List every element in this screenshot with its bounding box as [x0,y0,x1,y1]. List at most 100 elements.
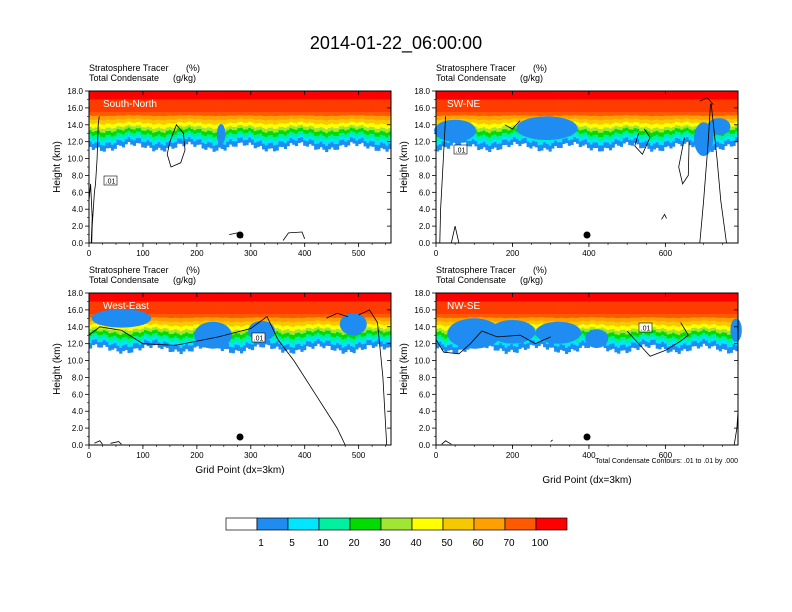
panel-condensate-label: Total Condensate [436,73,506,83]
tracer-cell [380,130,384,136]
tracer-cell [237,137,241,143]
tracer-cell [182,326,186,331]
tracer-cell [504,343,508,349]
tracer-cell [130,112,134,116]
tracer-cell [349,134,353,138]
tracer-cell [132,140,137,146]
tracer-cell [371,339,375,343]
tracer-cell [105,301,109,315]
tracer-cell [446,344,451,351]
tracer-cell [242,115,246,120]
tracer-cell [496,144,500,151]
tracer-cell [518,301,522,315]
tracer-cell [294,91,299,100]
tracer-cell [275,317,279,322]
tracer-cell [490,143,495,149]
panel-region-label: South-North [103,99,157,110]
tracer-cell [606,138,610,143]
tracer-cell [300,99,304,113]
tracer-cell [94,127,98,132]
tracer-cell [168,137,172,142]
tracer-cell [322,120,326,125]
tracer-cell [300,317,304,323]
tracer-cell [292,99,296,113]
tracer-cell [630,328,635,332]
tracer-cell [358,125,362,130]
tracer-cell [641,91,646,100]
tracer-cell [592,112,596,117]
tracer-cell [468,314,473,318]
tracer-cell [154,136,159,141]
tracer-cell [138,333,142,338]
tracer-cell [543,314,547,318]
tracer-cell [360,118,364,123]
tracer-cell [198,136,202,140]
tracer-cell [521,99,525,113]
tracer-cell [229,129,233,133]
tracer-cell [338,99,342,113]
tracer-cell [641,142,646,148]
tracer-cell [496,140,500,145]
tracer-cell [474,293,478,302]
tracer-cell [526,137,530,142]
tracer-cell [171,342,175,347]
tracer-cell [187,130,191,135]
tracer-cell [507,115,511,120]
tracer-cell [377,144,381,151]
tracer-cell [584,331,588,336]
tracer-cell [377,339,381,345]
contour-label-box: .01 [251,332,266,343]
tracer-cell [485,124,489,129]
tracer-cell [157,134,161,139]
tracer-cell [289,99,293,113]
tracer-cell [567,115,571,120]
tracer-cell [182,112,186,116]
tracer-cell [185,321,189,326]
tracer-cell [457,301,462,315]
tracer-cell [663,99,668,113]
tracer-cell [455,91,459,100]
tracer-cell [652,112,657,117]
tracer-cell [382,343,386,350]
tracer-cell [683,135,687,139]
tracer-cell [617,301,621,315]
tracer-cell [201,91,205,100]
panel-condensate-units: (g/kg) [520,73,543,83]
tracer-cell [584,324,588,329]
tracer-cell [589,132,593,137]
tracer-cell [135,118,139,123]
tracer-cell [242,129,246,134]
tracer-cell [576,293,580,302]
tracer-cell [554,112,558,116]
tracer-cell [608,116,613,121]
tracer-cell [168,314,172,319]
tracer-cell [477,136,481,141]
tracer-cell [240,293,244,302]
y-tick-label: 0.0 [419,239,431,248]
tracer-cell [179,118,183,123]
tracer-cell [231,301,235,315]
tracer-cell [105,131,109,136]
tracer-cell [630,331,635,336]
tracer-cell [655,119,659,124]
tracer-cell [696,325,700,330]
tracer-cell [510,119,514,123]
tracer-cell [630,342,635,348]
tracer-cell [344,127,348,131]
tracer-cell [650,129,654,134]
tracer-cell [625,301,629,315]
tracer-cell [479,112,484,117]
tracer-cell [718,115,722,121]
tracer-cell [606,301,610,315]
tracer-cell [223,91,227,100]
tracer-cell [669,112,673,117]
tracer-cell [521,317,525,322]
tracer-cell [482,134,486,139]
tracer-cell [168,293,172,302]
tracer-cell [388,293,392,302]
tracer-cell [248,314,252,318]
tracer-cell [466,301,470,315]
tracer-cell [606,119,610,124]
tracer-cell [234,333,238,338]
tracer-cell [436,342,440,349]
